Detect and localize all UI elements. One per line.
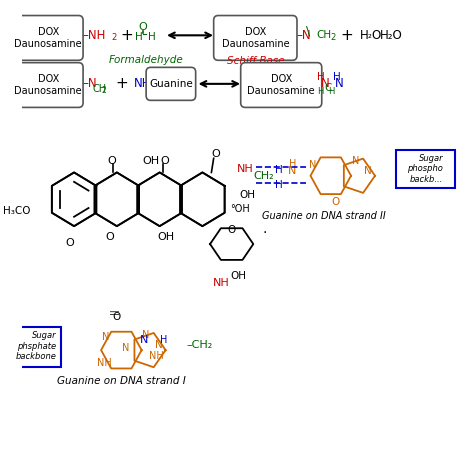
Text: O: O xyxy=(371,29,381,42)
Text: NH: NH xyxy=(149,351,164,362)
Text: NH: NH xyxy=(212,278,229,288)
Text: \: \ xyxy=(306,24,310,37)
Text: 2: 2 xyxy=(102,86,107,95)
Text: DOX
Daunosamine: DOX Daunosamine xyxy=(221,27,289,49)
Text: NH: NH xyxy=(237,164,254,173)
Text: CH: CH xyxy=(316,30,331,40)
Text: H: H xyxy=(333,72,340,82)
FancyBboxPatch shape xyxy=(13,63,83,108)
Text: H: H xyxy=(275,164,283,174)
Text: OH: OH xyxy=(239,190,255,200)
FancyBboxPatch shape xyxy=(146,67,196,100)
Text: N: N xyxy=(102,332,109,342)
Text: ₂: ₂ xyxy=(367,30,371,40)
Text: N: N xyxy=(364,166,372,176)
Text: NH: NH xyxy=(97,358,112,368)
Text: N: N xyxy=(122,343,129,353)
Text: Formaldehyde: Formaldehyde xyxy=(108,55,183,65)
Text: O: O xyxy=(331,197,339,207)
Text: H: H xyxy=(275,180,283,190)
Text: CH: CH xyxy=(92,83,106,93)
Text: H: H xyxy=(160,335,168,345)
Text: N: N xyxy=(142,330,150,340)
Text: H: H xyxy=(289,159,296,169)
Polygon shape xyxy=(180,173,225,226)
Text: –NH: –NH xyxy=(82,29,106,42)
Text: O: O xyxy=(65,237,74,247)
FancyBboxPatch shape xyxy=(13,16,83,60)
Text: Guanine on DNA strand II: Guanine on DNA strand II xyxy=(262,211,386,221)
Text: +: + xyxy=(120,28,133,43)
Text: H: H xyxy=(360,29,369,42)
Text: Sugar
phospho
backb...: Sugar phospho backb... xyxy=(407,154,443,183)
Text: DOX
Daunosamine: DOX Daunosamine xyxy=(247,74,315,96)
Text: O: O xyxy=(107,155,116,165)
Text: –N: –N xyxy=(82,77,97,91)
Text: OH: OH xyxy=(142,155,159,165)
Text: +: + xyxy=(340,28,353,43)
Text: °OH: °OH xyxy=(230,204,250,214)
Text: NH: NH xyxy=(134,77,152,91)
FancyBboxPatch shape xyxy=(214,16,297,60)
Text: N: N xyxy=(155,340,163,350)
Polygon shape xyxy=(52,173,96,226)
Polygon shape xyxy=(95,173,139,226)
Text: Sugar
phsphate
backbone: Sugar phsphate backbone xyxy=(15,331,56,361)
Text: O: O xyxy=(161,155,169,165)
Text: CH₂: CH₂ xyxy=(253,171,273,181)
Text: H: H xyxy=(317,72,325,82)
Polygon shape xyxy=(310,157,351,194)
Polygon shape xyxy=(344,159,375,193)
Text: 2: 2 xyxy=(111,33,116,42)
Text: –CH₂: –CH₂ xyxy=(187,340,213,350)
FancyBboxPatch shape xyxy=(241,63,322,108)
Text: 2: 2 xyxy=(331,33,336,42)
Text: N: N xyxy=(140,335,148,345)
FancyBboxPatch shape xyxy=(396,150,455,188)
Text: N: N xyxy=(321,77,329,91)
Text: H: H xyxy=(328,87,335,96)
Text: N: N xyxy=(288,166,297,176)
Text: OH: OH xyxy=(158,231,175,242)
Text: O: O xyxy=(138,22,147,32)
Text: Guanine: Guanine xyxy=(149,79,193,89)
Text: H₃CO: H₃CO xyxy=(3,206,30,216)
Text: N: N xyxy=(309,160,317,170)
Text: OH: OH xyxy=(230,271,246,281)
Text: N: N xyxy=(352,156,359,166)
Text: H: H xyxy=(317,87,323,96)
Text: DOX
Daunosamine: DOX Daunosamine xyxy=(14,74,82,96)
Text: O: O xyxy=(228,226,236,236)
Text: ·: · xyxy=(263,226,267,240)
Text: –N: –N xyxy=(296,29,310,42)
Text: H: H xyxy=(148,32,156,42)
FancyBboxPatch shape xyxy=(11,327,61,366)
Polygon shape xyxy=(137,173,182,226)
Text: +: + xyxy=(115,76,128,91)
Text: DOX
Daunosamine: DOX Daunosamine xyxy=(14,27,82,49)
Text: Schiff Base: Schiff Base xyxy=(227,56,284,66)
Text: 2: 2 xyxy=(146,82,151,91)
Polygon shape xyxy=(135,333,165,367)
Text: H: H xyxy=(135,32,143,42)
Text: O: O xyxy=(113,312,121,322)
Polygon shape xyxy=(210,228,253,260)
Text: C: C xyxy=(325,83,332,93)
Text: O: O xyxy=(106,231,114,242)
Text: Guanine on DNA strand I: Guanine on DNA strand I xyxy=(57,376,186,386)
Polygon shape xyxy=(101,332,142,368)
Text: H₂O: H₂O xyxy=(380,29,403,42)
Text: ||: || xyxy=(110,308,119,314)
Text: O: O xyxy=(211,148,220,159)
Text: N: N xyxy=(335,77,344,91)
